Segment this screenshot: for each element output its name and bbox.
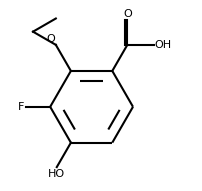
Text: F: F [18, 102, 24, 112]
Text: O: O [123, 9, 132, 19]
Text: HO: HO [48, 169, 65, 179]
Text: O: O [46, 34, 55, 44]
Text: OH: OH [155, 40, 172, 50]
